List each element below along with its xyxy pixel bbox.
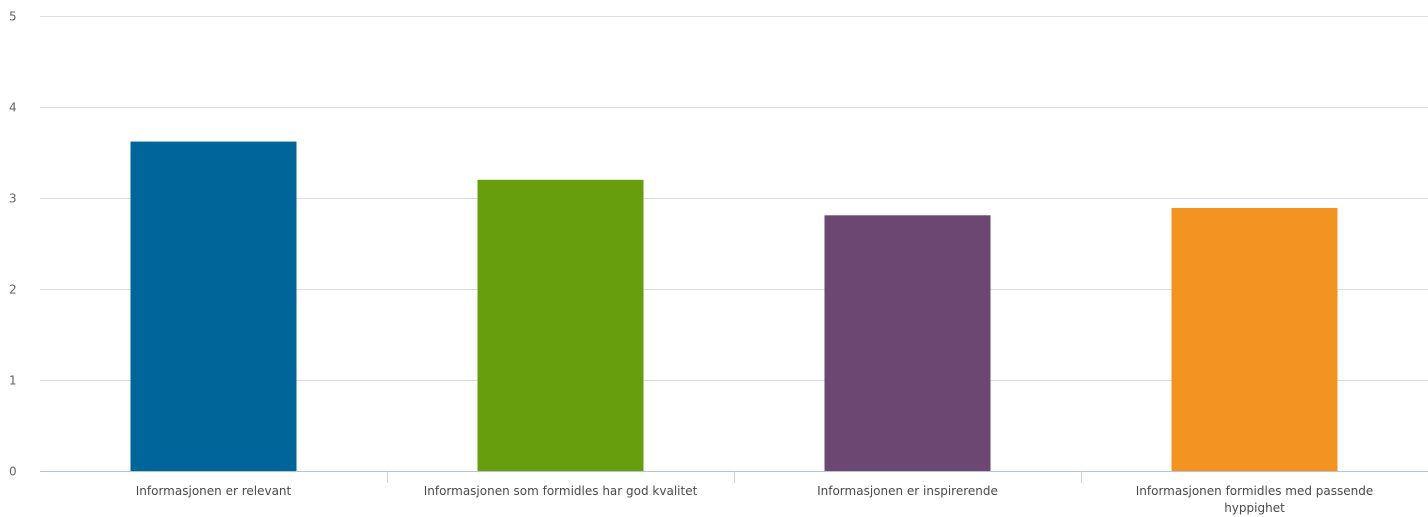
x-tick-label-line: Informasjonen er inspirerende xyxy=(817,484,998,498)
x-tick-label-line: Informasjonen er relevant xyxy=(136,484,292,498)
x-axis xyxy=(40,471,1428,483)
bar xyxy=(1171,208,1338,471)
bar xyxy=(824,215,991,471)
y-tick-label: 4 xyxy=(9,101,17,115)
x-tick-label: Informasjonen er relevant xyxy=(136,484,292,498)
x-tick-label-line: Informasjonen som formidles har god kval… xyxy=(424,484,698,498)
x-tick-label: Informasjonen formidles med passende hypp… xyxy=(1136,484,1374,515)
y-tick-label: 2 xyxy=(9,283,17,297)
bar xyxy=(130,141,297,471)
x-axis-tick-labels: Informasjonen er relevant Informasjonen s… xyxy=(136,484,1373,515)
bars xyxy=(130,141,1338,472)
y-tick-label: 1 xyxy=(9,374,17,388)
x-tick-label-line: Informasjonen formidles med passende xyxy=(1136,484,1374,498)
y-tick-label: 3 xyxy=(9,192,17,206)
x-tick-label-line: hyppighet xyxy=(1224,501,1285,515)
x-tick-label: Informasjonen som formidles har god kval… xyxy=(424,484,698,498)
y-tick-label: 5 xyxy=(9,10,17,24)
y-tick-label: 0 xyxy=(9,465,17,479)
bar xyxy=(477,179,644,472)
x-tick-label: Informasjonen er inspirerende xyxy=(817,484,998,498)
y-axis-tick-labels: 0 1 2 3 4 5 xyxy=(9,10,17,479)
